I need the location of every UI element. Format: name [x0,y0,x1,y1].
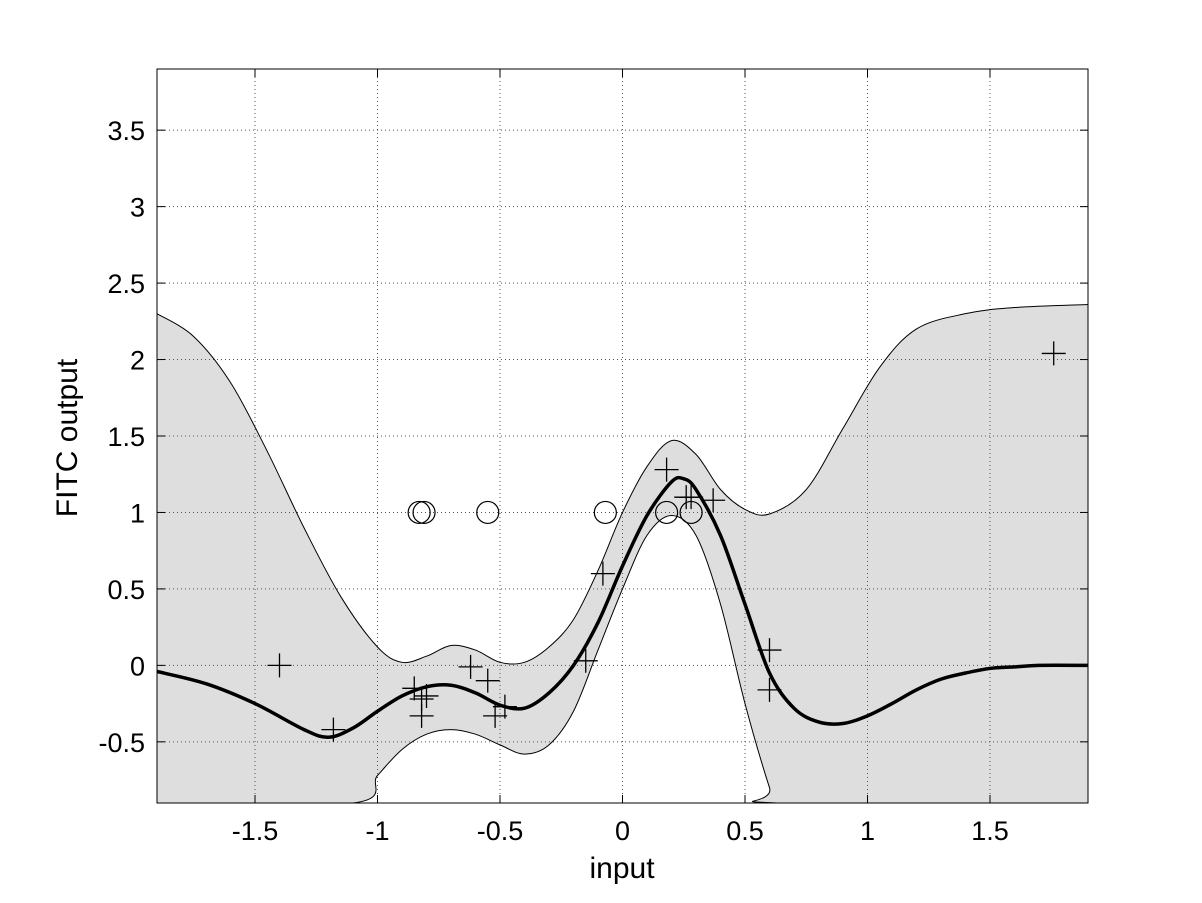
data-point-plus [573,648,598,673]
inducing-point-circle [412,500,436,525]
data-point-plus [458,654,483,679]
y-tick-label: 2.5 [107,269,145,299]
data-point-plus [757,638,782,663]
data-point-plus [267,653,292,678]
x-tick-label: -1.5 [232,816,279,846]
y-tick-label: 3.5 [107,116,145,146]
lower-bound-line [157,515,1088,803]
data-point-plus [757,677,782,702]
x-tick-label: -0.5 [477,816,524,846]
data-point-plus [414,683,439,708]
y-tick-label: 0.5 [107,575,145,605]
upper-bound-line [157,303,1088,665]
data-point-plus [475,668,500,693]
inducing-point-circle [407,500,431,525]
y-tick-label: 1.5 [107,422,145,452]
data-point-plus [590,561,615,586]
data-point-plus [321,717,346,742]
y-tick-label: 3 [130,193,145,223]
inducing-point-circle [476,500,500,525]
data-point-plus [492,694,517,719]
x-tick-label: 0.5 [726,816,764,846]
data-point-plus [1041,341,1066,366]
y-tick-label: 1 [130,498,145,528]
y-axis-title: FITC output [51,358,84,517]
data-point-plus [679,485,704,510]
inducing-point-circle [654,500,679,525]
data-point-plus [409,703,434,728]
data-point-plus [654,457,679,482]
data-point-plus [483,703,508,728]
inducing-point-circle [679,500,703,525]
x-tick-label: 1 [860,816,875,846]
y-tick-label: -0.5 [98,728,145,758]
x-axis-title: input [589,852,655,885]
x-tick-label: -1 [365,816,389,846]
x-tick-label: 1.5 [971,816,1009,846]
y-tick-label: 2 [130,346,145,376]
mean-line [157,475,1088,740]
inducing-point-circle [593,500,617,525]
x-tick-label: 0 [615,816,630,846]
data-point-plus [701,488,726,513]
y-tick-label: 0 [130,651,145,681]
